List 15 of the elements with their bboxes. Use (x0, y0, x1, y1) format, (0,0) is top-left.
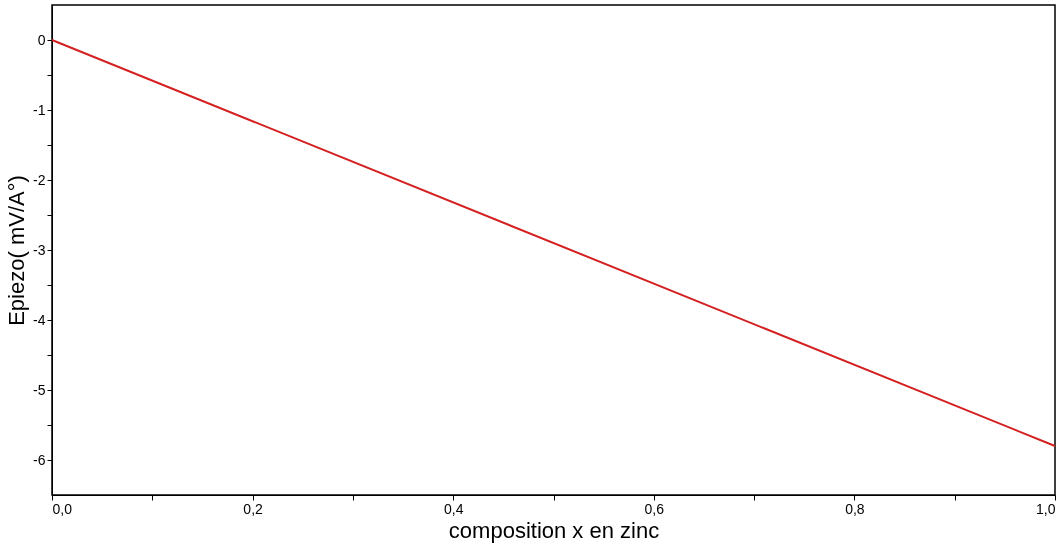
x-tick-label: 0,8 (845, 500, 865, 517)
y-tick-label: -1 (33, 101, 46, 118)
x-tick-label: 0,2 (243, 500, 264, 517)
y-tick-label: -4 (33, 311, 46, 328)
x-axis-title: composition x en zinc (448, 517, 660, 543)
x-tick-label: 0,0 (52, 500, 73, 517)
y-tick-label: -6 (33, 451, 46, 468)
x-tick-label: 0,6 (644, 500, 665, 517)
y-tick-label: -2 (33, 171, 46, 188)
y-axis-title: Epiezo( mV/A°) (4, 175, 30, 326)
x-tick-label: 0,4 (443, 500, 464, 517)
y-tick-label: -3 (33, 241, 46, 258)
x-tick-label: 1,0 (1036, 500, 1056, 517)
y-tick-label: 0 (37, 31, 46, 48)
y-tick-label: -5 (33, 381, 46, 398)
